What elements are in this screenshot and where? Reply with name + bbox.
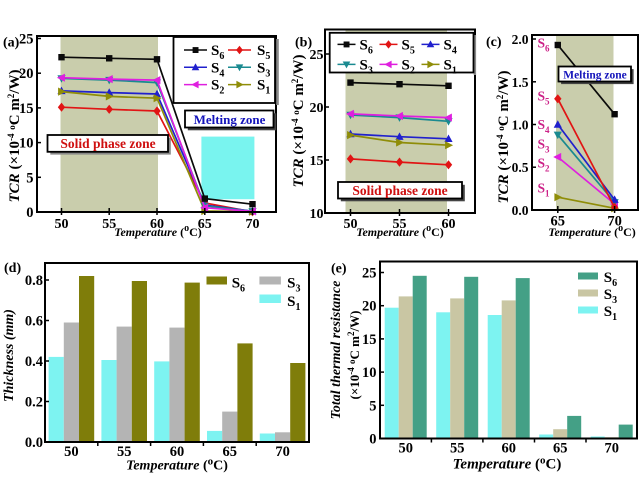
- svg-text:10: 10: [362, 365, 377, 381]
- svg-text:15: 15: [19, 101, 34, 117]
- svg-text:65: 65: [551, 214, 566, 230]
- svg-text:25: 25: [310, 48, 324, 63]
- svg-text:55: 55: [102, 217, 116, 232]
- svg-text:(a): (a): [3, 36, 20, 51]
- svg-text:50: 50: [55, 217, 69, 232]
- svg-text:60: 60: [501, 441, 516, 457]
- svg-text:55: 55: [393, 217, 407, 232]
- svg-text:0.5: 0.5: [512, 160, 529, 175]
- svg-text:(d): (d): [4, 261, 21, 276]
- svg-text:5: 5: [369, 398, 376, 414]
- svg-text:15: 15: [310, 154, 324, 169]
- svg-text:50: 50: [344, 217, 358, 232]
- svg-text:20: 20: [19, 66, 34, 82]
- svg-text:Temperature (oC): Temperature (oC): [126, 456, 228, 474]
- svg-text:1.5: 1.5: [512, 75, 529, 90]
- svg-text:65: 65: [553, 441, 568, 457]
- svg-text:Temperature (oC): Temperature (oC): [453, 455, 562, 473]
- svg-text:60: 60: [150, 217, 164, 232]
- svg-text:1.0: 1.0: [512, 118, 529, 133]
- svg-text:2.0: 2.0: [512, 32, 529, 47]
- svg-text:0.2: 0.2: [25, 395, 43, 411]
- svg-text:Temperature (oC): Temperature (oC): [548, 223, 636, 239]
- svg-text:Temperature (oC): Temperature (oC): [356, 223, 444, 239]
- svg-text:55: 55: [450, 441, 465, 457]
- svg-text:0.8: 0.8: [25, 273, 43, 289]
- svg-text:0.0: 0.0: [512, 203, 529, 218]
- svg-text:(b): (b): [295, 36, 312, 51]
- svg-text:TCR (×10-4 oC m2/W): TCR (×10-4 oC m2/W): [290, 55, 307, 188]
- svg-text:(e): (e): [331, 262, 347, 277]
- svg-text:5: 5: [26, 170, 33, 186]
- svg-text:70: 70: [275, 444, 290, 460]
- svg-text:(c): (c): [486, 35, 502, 50]
- svg-text:Melting zone: Melting zone: [563, 69, 627, 81]
- svg-text:60: 60: [170, 444, 185, 460]
- svg-text:TCR (×10-4 oC m2/W): TCR (×10-4 oC m2/W): [6, 70, 23, 203]
- svg-text:0: 0: [369, 432, 376, 448]
- svg-text:TCR (×10-4 oC m2/W): TCR (×10-4 oC m2/W): [495, 71, 512, 204]
- svg-text:65: 65: [223, 444, 238, 460]
- svg-text:0: 0: [26, 205, 33, 221]
- svg-text:50: 50: [398, 441, 413, 457]
- svg-text:0.4: 0.4: [25, 354, 43, 370]
- svg-text:70: 70: [246, 217, 260, 232]
- svg-text:15: 15: [362, 332, 377, 348]
- svg-text:Total thermal resistance: Total thermal resistance: [329, 281, 344, 420]
- svg-text:20: 20: [310, 101, 324, 116]
- svg-text:70: 70: [604, 441, 619, 457]
- svg-text:10: 10: [19, 136, 34, 152]
- svg-text:Melting zone: Melting zone: [194, 112, 266, 127]
- svg-text:Solid phase zone: Solid phase zone: [352, 183, 447, 198]
- svg-text:60: 60: [442, 217, 456, 232]
- svg-text:0.6: 0.6: [25, 314, 43, 330]
- svg-text:65: 65: [198, 217, 212, 232]
- svg-text:Solid phase zone: Solid phase zone: [60, 136, 155, 151]
- svg-text:Thickness (mm): Thickness (mm): [2, 309, 17, 402]
- svg-text:55: 55: [117, 444, 132, 460]
- svg-text:50: 50: [64, 444, 79, 460]
- svg-text:70: 70: [607, 214, 622, 230]
- svg-text:0.0: 0.0: [25, 435, 43, 451]
- svg-text:10: 10: [310, 207, 324, 222]
- svg-text:Temperature (oC): Temperature (oC): [114, 223, 202, 239]
- svg-text:20: 20: [362, 299, 377, 315]
- svg-text:(×10-4 oC m2/W): (×10-4 oC m2/W): [346, 311, 362, 400]
- svg-text:25: 25: [19, 32, 34, 48]
- svg-text:25: 25: [362, 266, 377, 282]
